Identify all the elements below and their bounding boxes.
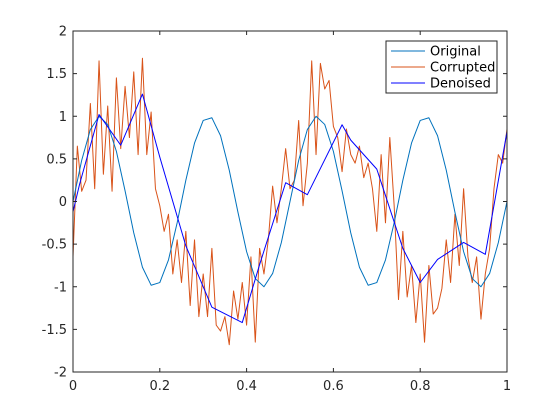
series-line-original xyxy=(73,115,507,288)
y-tick-label: -0.5 xyxy=(42,238,67,253)
y-tick-label: 1.5 xyxy=(46,67,67,82)
series-layer xyxy=(73,57,507,346)
x-tick-label: 0.4 xyxy=(236,379,257,394)
x-tick-label: 0.2 xyxy=(149,379,170,394)
x-tick-label: 0.6 xyxy=(323,379,344,394)
y-tick-label: -1 xyxy=(54,280,67,295)
y-tick-label: -2 xyxy=(54,366,67,381)
series-line-denoised xyxy=(73,93,507,324)
series-line-corrupted xyxy=(73,57,507,346)
legend-label-denoised: Denoised xyxy=(430,77,491,92)
y-tick-label: 0 xyxy=(59,195,67,210)
tick-labels: 0 0.2 0.4 0.6 0.8 1 -2 -1.5 -1 -0.5 0 0.5 1 1.5 2 xyxy=(42,25,512,395)
x-tick-label: 0 xyxy=(69,379,77,394)
y-tick-label: 0.5 xyxy=(46,152,67,167)
y-tick-label: 2 xyxy=(59,25,67,40)
x-tick-label: 0.8 xyxy=(410,379,431,394)
legend-label-corrupted: Corrupted xyxy=(430,61,495,76)
legend-label-original: Original xyxy=(430,45,481,60)
y-tick-label: -1.5 xyxy=(42,323,67,338)
y-tick-label: 1 xyxy=(59,110,67,125)
x-tick-label: 1 xyxy=(503,379,511,394)
axes xyxy=(72,30,508,373)
